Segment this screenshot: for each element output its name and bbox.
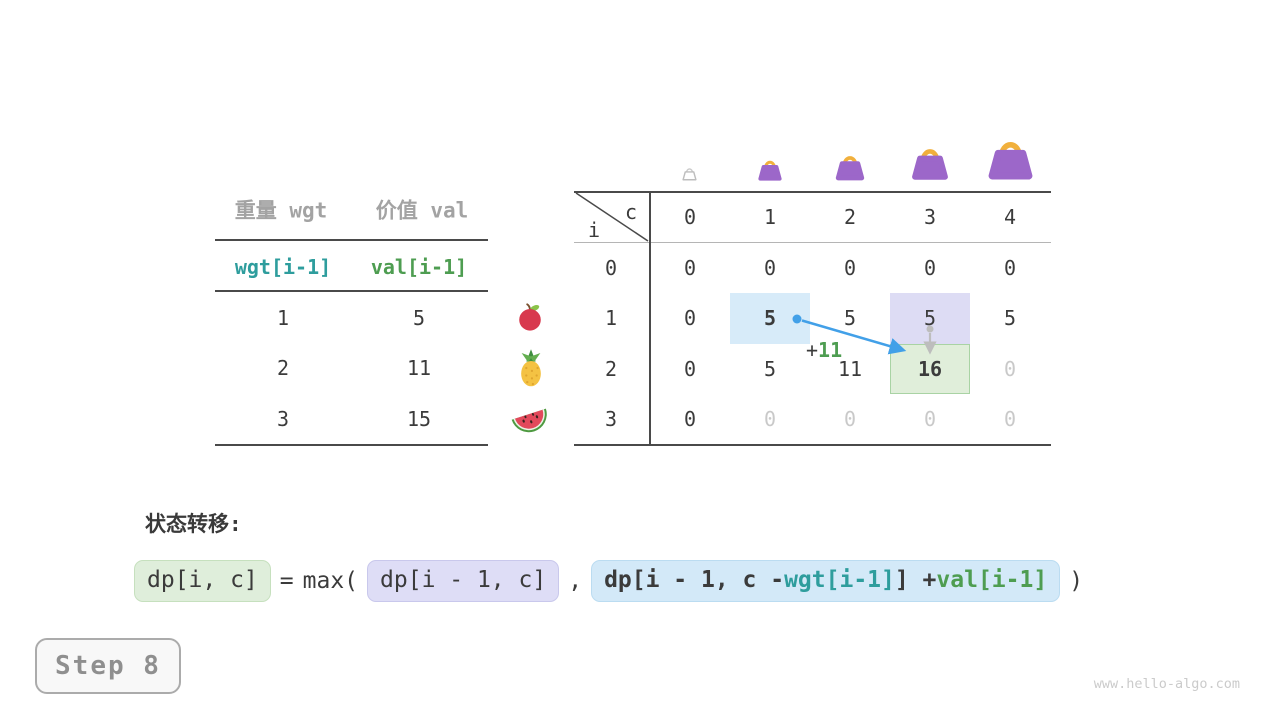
dp-cell: 0 <box>923 255 937 280</box>
bag-small-icon <box>757 155 783 186</box>
bag-xlarge-icon <box>986 131 1035 186</box>
dp-table-rule-header <box>574 241 1051 243</box>
dp-cell: 0 <box>923 407 937 432</box>
dp-col-header: 3 <box>923 205 937 229</box>
dp-cell: 0 <box>763 255 777 280</box>
dp-table-rule-bottom <box>574 443 1051 446</box>
dp-cell: 0 <box>1003 356 1017 381</box>
dp-row-header: 1 <box>604 306 618 330</box>
formula-arg2-val: val[i-1] <box>936 567 1048 594</box>
add-value-annotation: +11 <box>806 340 842 360</box>
item-weight: 2 <box>276 356 290 380</box>
item-table-rule-top <box>215 239 488 241</box>
item-table-rule-bottom <box>215 443 488 446</box>
dp-cell: 5 <box>763 356 777 381</box>
bag-large-icon <box>910 140 950 186</box>
dp-col-header: 0 <box>683 205 697 229</box>
transition-heading: 状态转移: <box>145 512 242 536</box>
dp-table-rule-top <box>574 191 1051 193</box>
dp-cell: 0 <box>683 407 697 432</box>
formula-arg2-part1: dp[i - 1, c - <box>604 567 785 594</box>
dp-cell: 0 <box>843 255 857 280</box>
corner-diagonal-line <box>575 192 649 242</box>
dp-row-header: 0 <box>604 256 618 280</box>
formula-arg2-wgt: wgt[i-1] <box>784 567 895 594</box>
dp-cell: 0 <box>843 407 857 432</box>
item-value: 11 <box>406 356 432 380</box>
dp-corner-row-var: i <box>587 218 601 242</box>
dp-col-header: 4 <box>1003 205 1017 229</box>
formula-arg2-part2: ] + <box>894 567 937 594</box>
dp-row-header: 2 <box>604 357 618 381</box>
transition-formula: dp[i, c] = max( dp[i - 1, c] , dp[i - 1,… <box>134 560 1084 602</box>
bag-medium-icon <box>834 149 866 186</box>
formula-arg2-box: dp[i - 1, c - wgt[i-1]] + val[i-1] <box>591 560 1061 602</box>
dp-cell-above-highlight: 5 <box>890 293 970 344</box>
step-label: Step 8 <box>55 651 161 681</box>
dp-cell-target-highlight: 16 <box>890 343 970 394</box>
dp-cell: 5 <box>1003 306 1017 331</box>
item-value: 15 <box>406 407 432 431</box>
dp-cell: 5 <box>843 306 857 331</box>
item-table-header-value: 价值 val <box>375 198 469 223</box>
item-value: 5 <box>412 306 426 330</box>
formula-equals: = <box>279 568 294 594</box>
item-weight: 3 <box>276 407 290 431</box>
plus-sign: + <box>806 338 819 362</box>
bag-empty-icon <box>681 164 698 186</box>
added-value: 11 <box>818 338 843 362</box>
item-table-subheader-val: val[i-1] <box>370 255 468 279</box>
dp-corner-col-var: c <box>624 200 638 224</box>
dp-table-rule-vertical <box>649 191 651 445</box>
item-weight: 1 <box>276 306 290 330</box>
dp-cell: 0 <box>1003 407 1017 432</box>
dp-cell: 11 <box>837 356 863 381</box>
item-table-subheader-wgt: wgt[i-1] <box>234 255 332 279</box>
dp-row-header: 3 <box>604 407 618 431</box>
pineapple-icon <box>516 348 546 392</box>
formula-close-paren: ) <box>1069 568 1084 594</box>
formula-arg1-box: dp[i - 1, c] <box>367 560 560 602</box>
item-table-header-weight: 重量 wgt <box>234 198 328 223</box>
formula-max-open: max( <box>302 568 359 594</box>
watermelon-icon <box>509 404 551 438</box>
dp-cell: 0 <box>683 255 697 280</box>
formula-comma: , <box>568 568 583 594</box>
dp-cell-source-highlight: 5 <box>730 293 810 344</box>
dp-cell: 0 <box>1003 255 1017 280</box>
dp-cell: 0 <box>763 407 777 432</box>
dp-col-header: 1 <box>763 205 777 229</box>
item-table-rule-mid <box>215 290 488 292</box>
dp-cell: 0 <box>683 306 697 331</box>
dp-col-header: 2 <box>843 205 857 229</box>
apple-icon <box>515 302 545 336</box>
dp-cell: 0 <box>683 356 697 381</box>
step-badge: Step 8 <box>35 638 181 694</box>
formula-lhs-box: dp[i, c] <box>134 560 271 602</box>
watermark: www.hello-algo.com <box>1093 676 1240 692</box>
